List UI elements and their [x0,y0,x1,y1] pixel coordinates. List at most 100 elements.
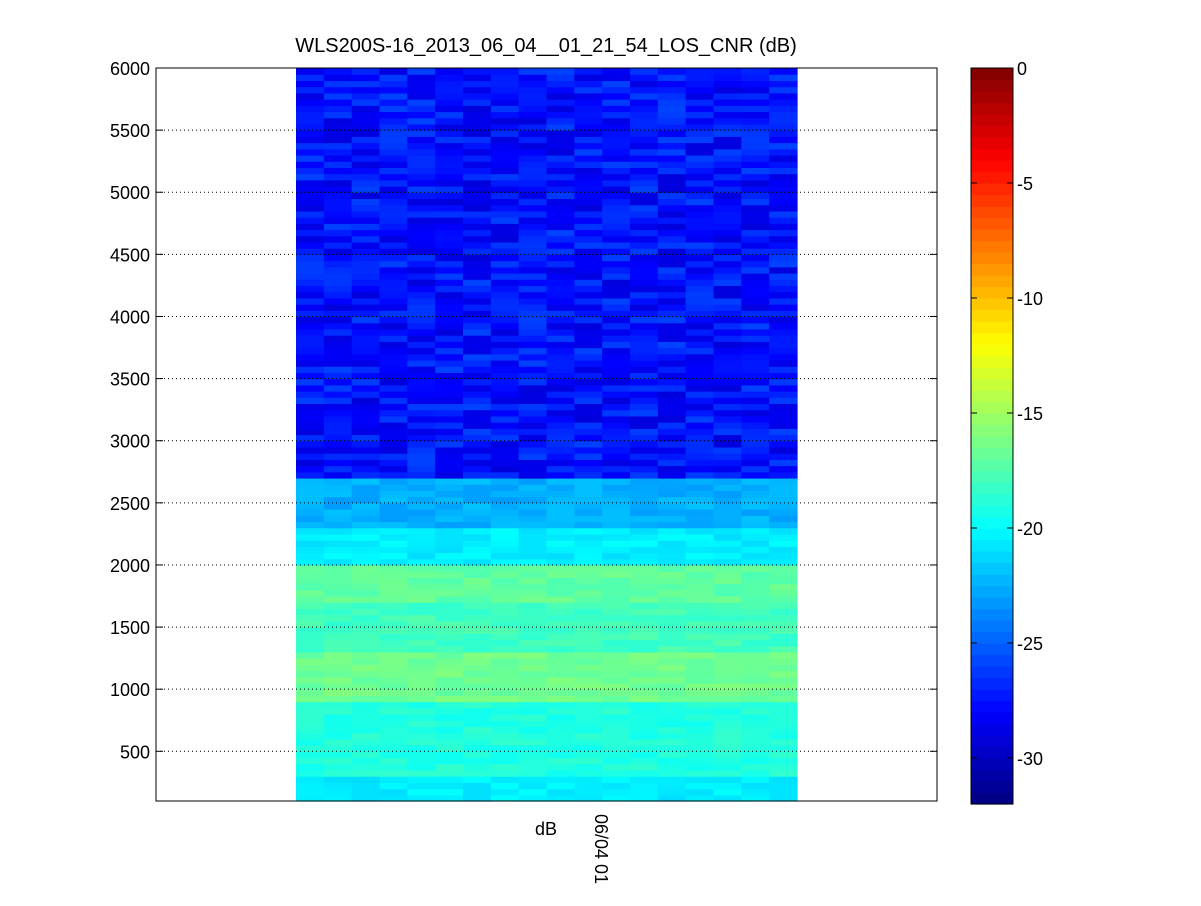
heatmap-cell [574,477,603,485]
heatmap-cell [490,639,520,647]
heatmap-cell [379,254,408,262]
heatmap-cell [490,552,520,560]
heatmap-cell [685,142,715,150]
heatmap-cell [296,701,325,709]
heatmap-cell [741,695,770,703]
heatmap-cell [657,757,687,765]
heatmap-cell [463,304,492,311]
heatmap-cell [351,670,381,678]
heatmap-cell [323,533,353,541]
heatmap-cell [574,186,603,193]
heatmap-cell [296,335,325,342]
heatmap-cell [546,260,575,268]
heatmap-cell [435,210,464,218]
heatmap-cell [407,167,436,175]
colorbar-segment [971,735,1013,748]
heatmap-cell [296,297,325,305]
heatmap-cell [407,229,436,237]
heatmap-cell [574,496,603,504]
heatmap-cell [351,74,381,82]
heatmap-cell [546,720,575,728]
heatmap-cell [296,68,325,75]
heatmap-cell [518,633,548,641]
heatmap-cell [741,341,770,349]
heatmap-cell [602,378,631,386]
heatmap-cell [657,471,687,479]
heatmap-cell [769,173,798,181]
heatmap-cell [435,217,464,224]
heatmap-cell [296,533,325,541]
heatmap-cell [630,689,659,696]
colorbar-segment [971,263,1013,276]
heatmap-cell [602,707,631,715]
heatmap-cell [379,272,408,280]
heatmap-cell [379,620,408,628]
heatmap-cell [490,477,520,485]
heatmap-cell [685,99,715,106]
heatmap-cell [574,328,603,336]
heatmap-cell [463,627,492,634]
heatmap-cell [685,602,715,610]
heatmap-cell [574,297,603,305]
heatmap-cell [546,527,575,535]
heatmap-cell [463,266,492,274]
heatmap-cell [574,359,603,367]
heatmap-cell [769,167,798,175]
heatmap-cell [518,117,548,125]
heatmap-cell [769,241,798,249]
heatmap-cell [630,372,659,380]
colorbar-segment [971,712,1013,725]
heatmap-cell [518,571,548,578]
heatmap-cell [296,359,325,367]
heatmap-cell [741,670,770,678]
heatmap-cell [741,372,770,380]
heatmap-cell [435,316,464,324]
heatmap-cell [463,80,492,88]
heatmap-cell [490,335,520,342]
heatmap-cell [713,608,742,616]
heatmap-cell [741,502,770,510]
heatmap-cell [546,496,575,504]
heatmap-cell [463,496,492,504]
heatmap-cell [435,602,464,610]
heatmap-cell [769,359,798,367]
heatmap-cell [657,68,687,75]
heatmap-cell [741,583,770,591]
heatmap-cell [657,80,687,88]
heatmap-cell [657,521,687,529]
heatmap-cell [323,241,353,249]
heatmap-cell [463,428,492,436]
heatmap-cell [741,223,770,231]
heatmap-cell [463,316,492,324]
heatmap-cell [518,304,548,311]
heatmap-cell [379,769,408,777]
heatmap-cell [351,260,381,268]
heatmap-cell [602,372,631,380]
heatmap-cell [602,614,631,622]
heatmap-cell [323,142,353,150]
heatmap-cell [323,794,353,802]
heatmap-cell [685,720,715,728]
heatmap-cell [379,366,408,373]
heatmap-cell [630,564,659,572]
heatmap-cell [546,751,575,759]
heatmap-cell [435,123,464,131]
heatmap-cell [602,726,631,734]
heatmap-cell [685,92,715,100]
heatmap-cell [769,676,798,684]
heatmap-cell [351,130,381,137]
heatmap-cell [490,229,520,237]
heatmap-cell [602,291,631,299]
heatmap-cell [379,316,408,324]
heatmap-cell [574,123,603,131]
heatmap-cell [713,154,742,162]
heatmap-cell [630,490,659,498]
heatmap-cell [407,123,436,131]
heatmap-cell [351,142,381,150]
heatmap-cell [685,757,715,765]
heatmap-cell [602,490,631,498]
heatmap-cell [574,751,603,759]
heatmap-cell [602,471,631,479]
heatmap-cell [713,776,742,783]
heatmap-cell [630,167,659,175]
